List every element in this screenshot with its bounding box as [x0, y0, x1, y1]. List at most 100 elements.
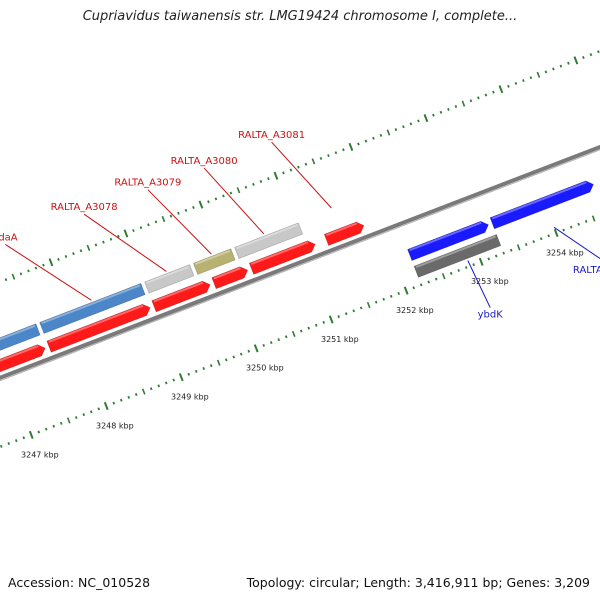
minor-tick-inner [127, 395, 131, 399]
map-title: Cupriavidus taiwanensis str. LMG19424 ch… [82, 9, 518, 24]
minor-tick-inner [449, 271, 453, 275]
major-tick-outer [423, 113, 429, 123]
minor-tick-outer [86, 244, 91, 251]
minor-tick-outer [57, 257, 60, 261]
gene-feature-highlight [409, 221, 482, 252]
minor-tick-outer [132, 229, 135, 233]
minor-tick-outer [394, 128, 398, 132]
gene-feature[interactable] [0, 344, 46, 376]
major-tick-outer [573, 56, 579, 65]
minor-tick-inner [591, 215, 596, 222]
minor-tick-outer [184, 208, 188, 212]
minor-tick-inner [487, 257, 490, 261]
major-tick-inner [103, 401, 109, 411]
minor-tick-inner [82, 413, 86, 417]
gene-label[interactable]: RALTA_A3078 [51, 202, 118, 213]
minor-tick-inner [382, 297, 386, 301]
minor-tick-outer [536, 71, 541, 78]
scale-label: 3248 kbp [96, 421, 134, 430]
minor-tick-inner [299, 329, 303, 333]
minor-tick-inner [202, 367, 206, 371]
minor-tick-inner [187, 372, 191, 376]
minor-tick-outer [19, 272, 23, 276]
gene-feature[interactable] [248, 240, 316, 275]
minor-tick-outer [461, 100, 466, 107]
minor-tick-inner [239, 352, 243, 356]
gene-label[interactable]: sdaA [0, 232, 18, 243]
gene-feature-highlight [48, 304, 144, 343]
feature-layer [0, 180, 594, 376]
minor-tick-inner [14, 439, 18, 443]
minor-tick-inner [119, 398, 123, 402]
minor-tick-inner [164, 381, 168, 385]
gene-feature[interactable] [0, 323, 41, 357]
gene-feature[interactable] [323, 221, 365, 246]
gene-feature[interactable] [413, 234, 502, 278]
minor-tick-inner [494, 254, 498, 258]
minor-tick-outer [117, 234, 120, 238]
gene-feature[interactable] [407, 220, 489, 261]
gene-feature[interactable] [192, 248, 236, 275]
minor-tick-outer [207, 200, 210, 204]
minor-tick-inner [569, 225, 573, 229]
gene-feature[interactable] [144, 264, 195, 294]
minor-tick-inner [359, 306, 363, 310]
gene-feature[interactable] [46, 303, 151, 353]
gene-label[interactable]: RALTA_A3081 [238, 130, 305, 141]
backbone-highlight [0, 149, 600, 382]
minor-tick-outer [477, 96, 480, 100]
minor-tick-outer [304, 162, 308, 166]
gene-feature[interactable] [39, 283, 146, 334]
minor-tick-outer [469, 99, 473, 103]
minor-tick-outer [364, 139, 368, 143]
minor-tick-inner [464, 266, 468, 270]
gene-feature[interactable] [489, 180, 594, 230]
gene-feature-highlight [236, 223, 298, 250]
minor-tick-inner [157, 384, 161, 388]
minor-tick-outer [267, 177, 270, 181]
gene-feature[interactable] [211, 266, 249, 290]
gene-label[interactable]: ybdK [478, 310, 504, 321]
gene-label-leader [467, 260, 491, 308]
minor-tick-outer [297, 165, 300, 169]
gene-feature-highlight [153, 281, 204, 303]
minor-tick-outer [334, 151, 338, 155]
minor-tick-inner [216, 359, 221, 366]
gene-feature-highlight [415, 235, 496, 268]
minor-tick-outer [154, 220, 158, 224]
minor-tick-inner [284, 335, 288, 339]
gene-label[interactable]: RALTA_A3080 [171, 156, 238, 167]
minor-tick-outer [214, 197, 218, 201]
minor-tick-inner [397, 292, 401, 296]
minor-tick-outer [589, 53, 593, 57]
minor-tick-outer [259, 180, 263, 184]
minor-tick-outer [42, 263, 45, 267]
minor-tick-outer [417, 119, 420, 123]
gene-feature-highlight [41, 284, 141, 325]
major-tick-inner [253, 344, 259, 353]
gene-feature[interactable] [234, 222, 304, 259]
minor-tick-outer [252, 182, 255, 186]
minor-tick-inner [262, 343, 266, 347]
backbone-layer [0, 144, 600, 382]
minor-tick-inner [112, 401, 116, 405]
minor-tick-outer [282, 171, 285, 175]
gene-label-leader [5, 244, 92, 301]
gene-label-leader [271, 141, 332, 209]
minor-tick-inner [374, 300, 378, 304]
gene-label-leader [83, 213, 167, 272]
major-tick-inner [478, 257, 484, 266]
minor-tick-inner [441, 273, 446, 280]
minor-tick-outer [311, 158, 316, 165]
minor-tick-outer [409, 122, 413, 126]
gene-label[interactable]: RALTA_A3083 [573, 265, 600, 276]
minor-tick-outer [402, 125, 405, 129]
minor-tick-inner [577, 222, 580, 226]
gene-feature-highlight [491, 181, 587, 220]
minor-tick-outer [72, 252, 75, 256]
minor-tick-outer [582, 55, 585, 59]
gene-label[interactable]: RALTA_A3079 [114, 178, 181, 189]
minor-tick-outer [11, 273, 16, 280]
gene-feature[interactable] [151, 280, 211, 313]
minor-tick-inner [224, 358, 228, 362]
